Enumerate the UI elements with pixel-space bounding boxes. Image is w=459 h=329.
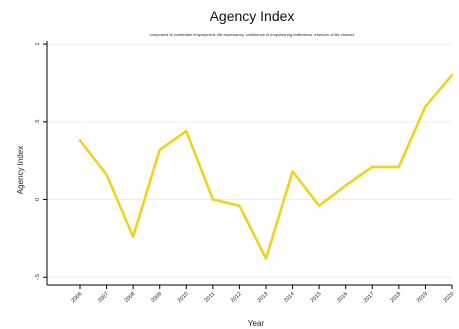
y-tick-label: 0 — [35, 198, 41, 201]
axes — [43, 41, 453, 289]
series-line — [78, 73, 454, 260]
x-tick-label: 2010 — [177, 291, 190, 304]
x-tick-label: 2007 — [97, 291, 110, 304]
x-tick-label: 2020 — [443, 291, 456, 304]
data-lines — [78, 73, 454, 260]
x-tick-label: 2017 — [363, 291, 376, 304]
y-axis-label: Agency Index — [16, 146, 25, 194]
x-tick-label: 2013 — [257, 291, 270, 304]
y-tick-label: -.5 — [35, 274, 41, 280]
x-tick-label: 2019 — [416, 291, 429, 304]
y-tick-label: .5 — [35, 120, 41, 125]
x-tick-label: 2006 — [71, 291, 84, 304]
x-tick-label: 2015 — [310, 291, 323, 304]
chart-subtitle: composed of vulnerable employment, life … — [150, 32, 355, 37]
x-tick-label: 2016 — [336, 291, 349, 304]
gridlines — [47, 43, 452, 278]
tick-labels: -.5 0 .5 1 2006 2007 2008 2009 2010 2011 2012 2013 2… — [35, 43, 455, 304]
y-tick-label: 1 — [35, 43, 41, 46]
x-tick-label: 2014 — [283, 291, 296, 304]
x-tick-label: 2011 — [204, 291, 217, 304]
x-axis-label: Year — [248, 319, 265, 328]
x-tick-label: 2008 — [124, 291, 137, 304]
x-tick-label: 2009 — [150, 291, 163, 304]
x-tick-label: 2018 — [389, 291, 402, 304]
chart-title: Agency Index — [210, 8, 295, 24]
x-tick-label: 2012 — [230, 291, 243, 304]
